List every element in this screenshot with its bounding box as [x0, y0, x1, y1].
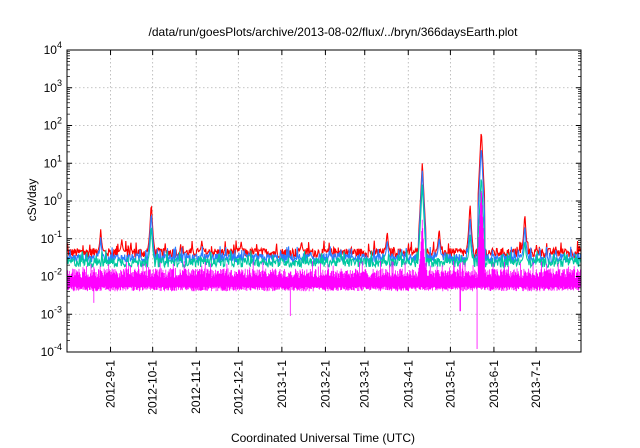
- y-tick-label: 10-1: [41, 229, 62, 246]
- x-tick-label: 2012-11-1: [189, 360, 203, 414]
- y-tick-label: 103: [44, 78, 62, 95]
- y-tick-label: 10-2: [41, 267, 62, 284]
- y-tick-label: 100: [44, 191, 62, 208]
- x-tick-label: 2013-3-1: [358, 360, 372, 408]
- x-tick-label: 2013-5-1: [443, 360, 457, 408]
- x-tick-label: 2013-4-1: [401, 360, 415, 408]
- y-tick-label: 10-4: [41, 342, 62, 359]
- x-tick-label: 2013-7-1: [529, 360, 543, 408]
- series-group: [67, 133, 581, 350]
- y-tick-label: 102: [44, 116, 62, 133]
- x-tick-label: 2012-9-1: [104, 360, 118, 408]
- x-tick-label: 2013-6-1: [487, 360, 501, 408]
- y-tick-label: 104: [44, 40, 62, 57]
- y-tick-label: 10-3: [41, 304, 62, 321]
- chart-title: /data/run/goesPlots/archive/2013-08-02/f…: [149, 25, 519, 39]
- y-axis-label: cSv/day: [25, 179, 39, 222]
- x-axis: 2012-9-1 2012-10-1 2012-11-1 2012-12-1 2013-…: [104, 50, 543, 415]
- series-line: [67, 190, 581, 350]
- y-tick-label: 101: [44, 153, 62, 170]
- x-tick-label: 2013-2-1: [318, 360, 332, 408]
- x-tick-label: 2012-12-1: [231, 360, 245, 415]
- x-axis-label: Coordinated Universal Time (UTC): [231, 431, 415, 445]
- x-tick-label: 2013-1-1: [275, 360, 289, 408]
- x-tick-label: 2012-10-1: [146, 360, 160, 415]
- series-line: [67, 150, 581, 265]
- series-line: [67, 179, 581, 270]
